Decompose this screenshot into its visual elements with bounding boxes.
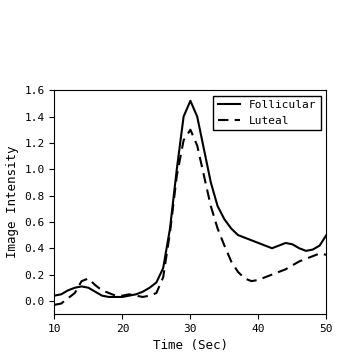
- Luteal: [284, 267, 288, 271]
- Follicular: [318, 243, 322, 248]
- Luteal: [188, 127, 192, 132]
- Luteal: [324, 253, 328, 257]
- Luteal: [175, 174, 179, 178]
- Luteal: [148, 293, 152, 298]
- Follicular: [66, 288, 70, 292]
- Luteal: [304, 257, 308, 261]
- Follicular: [114, 295, 118, 299]
- Luteal: [182, 138, 186, 143]
- Luteal: [222, 243, 226, 248]
- Follicular: [263, 243, 267, 248]
- Line: Luteal: Luteal: [54, 130, 326, 305]
- Follicular: [290, 242, 294, 247]
- Follicular: [229, 226, 233, 231]
- Luteal: [209, 204, 213, 208]
- Luteal: [127, 292, 131, 296]
- Luteal: [80, 279, 84, 283]
- Follicular: [59, 292, 63, 296]
- Follicular: [202, 147, 206, 152]
- Follicular: [73, 286, 77, 290]
- Follicular: [324, 233, 328, 237]
- Luteal: [107, 291, 111, 295]
- Luteal: [263, 275, 267, 279]
- Legend: Follicular, Luteal: Follicular, Luteal: [213, 96, 321, 130]
- Follicular: [256, 241, 260, 245]
- Follicular: [188, 99, 192, 103]
- Follicular: [243, 235, 247, 240]
- Follicular: [182, 114, 186, 119]
- Luteal: [154, 291, 158, 295]
- Follicular: [304, 249, 308, 253]
- Follicular: [161, 266, 165, 270]
- Luteal: [100, 288, 104, 292]
- Follicular: [93, 290, 97, 294]
- Follicular: [148, 286, 152, 290]
- Luteal: [73, 291, 77, 295]
- Follicular: [100, 293, 104, 298]
- Follicular: [222, 217, 226, 221]
- Text: Cocaine's Effect on Cerebral
Blood Volume Varies Throughout
Menstrual Cycle: Cocaine's Effect on Cerebral Blood Volum…: [57, 20, 283, 67]
- Follicular: [277, 243, 281, 248]
- Luteal: [168, 230, 172, 235]
- Luteal: [134, 293, 138, 298]
- Follicular: [297, 246, 301, 251]
- Luteal: [93, 283, 97, 287]
- Luteal: [229, 259, 233, 264]
- Follicular: [80, 284, 84, 288]
- Luteal: [311, 254, 315, 258]
- Luteal: [318, 251, 322, 256]
- Luteal: [290, 263, 294, 268]
- Luteal: [270, 273, 274, 277]
- Follicular: [311, 247, 315, 252]
- Follicular: [270, 246, 274, 251]
- Follicular: [154, 280, 158, 284]
- Luteal: [86, 277, 90, 281]
- Luteal: [120, 293, 124, 298]
- Luteal: [277, 270, 281, 274]
- Luteal: [161, 275, 165, 279]
- Luteal: [236, 270, 240, 274]
- Luteal: [250, 279, 254, 283]
- Luteal: [141, 295, 145, 299]
- Luteal: [297, 259, 301, 264]
- Luteal: [256, 278, 260, 282]
- Follicular: [195, 114, 199, 119]
- Luteal: [216, 226, 220, 231]
- Luteal: [114, 293, 118, 298]
- Follicular: [120, 295, 124, 299]
- Follicular: [284, 241, 288, 245]
- Luteal: [52, 303, 56, 307]
- Luteal: [195, 143, 199, 148]
- Luteal: [243, 277, 247, 281]
- Follicular: [236, 233, 240, 237]
- Follicular: [168, 226, 172, 231]
- Follicular: [216, 204, 220, 208]
- Follicular: [52, 293, 56, 298]
- Follicular: [86, 286, 90, 290]
- X-axis label: Time (Sec): Time (Sec): [153, 339, 228, 352]
- Follicular: [209, 180, 213, 184]
- Y-axis label: Image Intensity: Image Intensity: [6, 146, 19, 258]
- Follicular: [250, 238, 254, 243]
- Luteal: [66, 296, 70, 300]
- Follicular: [127, 293, 131, 298]
- Line: Follicular: Follicular: [54, 101, 326, 297]
- Follicular: [175, 167, 179, 171]
- Follicular: [134, 292, 138, 296]
- Follicular: [107, 295, 111, 299]
- Luteal: [59, 301, 63, 306]
- Follicular: [141, 290, 145, 294]
- Luteal: [202, 174, 206, 178]
